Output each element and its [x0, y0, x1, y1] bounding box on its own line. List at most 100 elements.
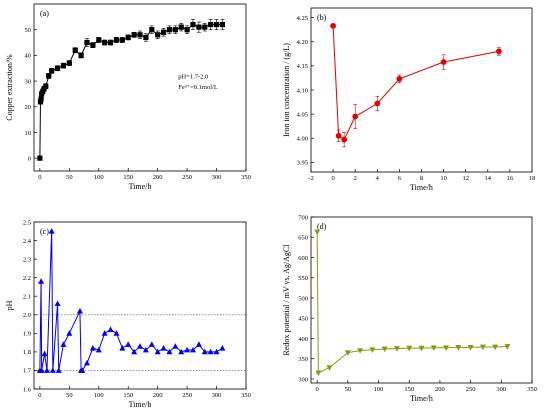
- data-point: [430, 345, 437, 351]
- data-point: [393, 346, 400, 352]
- data-point: [148, 341, 155, 347]
- y-axis-label: Copper extraction/%: [5, 54, 14, 121]
- y-axis-label: Redox potential / mV vs. Ag/AgCl: [282, 244, 291, 356]
- x-tick-label: 50: [66, 174, 73, 181]
- data-point: [504, 344, 511, 350]
- data-point: [184, 346, 191, 353]
- x-tick-label: 100: [374, 386, 384, 393]
- x-tick-label: -2: [308, 175, 313, 182]
- panel-label: (c): [40, 227, 49, 236]
- x-tick-label: 300: [212, 174, 222, 181]
- data-point: [160, 29, 167, 35]
- y-tick-label: 2.1: [23, 294, 31, 301]
- x-tick-label: 350: [527, 386, 537, 393]
- data-point: [213, 21, 220, 28]
- x-tick-label: 8: [420, 175, 423, 182]
- y-tick-label: 550: [298, 275, 308, 282]
- data-point: [60, 341, 67, 347]
- x-tick-label: 0: [38, 392, 41, 399]
- data-point: [315, 370, 322, 377]
- data-point: [143, 34, 149, 40]
- data-point: [357, 348, 364, 354]
- data-point: [201, 348, 208, 355]
- y-tick-label: 600: [298, 255, 308, 262]
- chart-panel-b: -2 0 2 4 6 8 10 12 14 16 18 3.95 4.00 4.05 4.10 4.15 4.2…: [282, 7, 535, 192]
- data-point: [38, 278, 45, 284]
- data-point: [396, 76, 403, 82]
- x-axis-label: Time/h: [410, 394, 433, 403]
- data-point: [330, 22, 336, 29]
- data-point: [155, 32, 161, 38]
- x-tick-label: 250: [182, 174, 192, 181]
- y-tick-label: 50: [25, 27, 32, 34]
- annotation-text: pH=1.7-2.0: [178, 74, 208, 81]
- x-tick-label: 150: [123, 174, 133, 181]
- x-tick-label: 200: [435, 386, 445, 393]
- x-axis-label: Time/h: [129, 182, 152, 191]
- x-tick-label: 200: [153, 174, 163, 181]
- x-tick-label: 250: [182, 392, 192, 399]
- x-tick-label: 2: [354, 175, 357, 182]
- y-tick-label: 4.00: [297, 136, 308, 143]
- data-point: [113, 37, 120, 43]
- data-point: [107, 326, 114, 333]
- y-tick-label: 1.8: [23, 349, 31, 356]
- annotation-text: Fe³⁺=0.1mol/L: [178, 84, 218, 91]
- x-tick-label: 250: [466, 386, 476, 393]
- series-line: [39, 23, 223, 159]
- x-tick-label: 4: [376, 175, 380, 182]
- data-point: [166, 27, 173, 33]
- data-point: [54, 65, 61, 71]
- series-a-0: [37, 19, 226, 161]
- data-point: [492, 344, 499, 351]
- data-point: [479, 344, 486, 351]
- y-tick-label: 10: [25, 130, 32, 137]
- series-d-0: [314, 229, 511, 377]
- x-tick-label: 16: [507, 175, 514, 182]
- data-point: [178, 348, 185, 355]
- data-point: [101, 330, 108, 336]
- series-line: [39, 231, 223, 371]
- data-point: [190, 346, 196, 353]
- data-point: [166, 348, 173, 355]
- data-point: [119, 344, 126, 351]
- data-point: [49, 68, 55, 74]
- plot-frame: [310, 216, 533, 384]
- x-tick-label: 0: [38, 174, 41, 181]
- data-point: [137, 343, 143, 349]
- panel-label: (d): [317, 222, 327, 231]
- y-tick-label: 2.3: [23, 256, 31, 263]
- data-point: [195, 341, 202, 347]
- series-b-0: [330, 22, 502, 148]
- data-point: [137, 32, 143, 38]
- data-point: [78, 52, 84, 58]
- y-tick-label: 2.0: [23, 312, 31, 319]
- y-tick-label: 300: [298, 376, 308, 383]
- y-axis-label: Iron ion concentration / (g/L): [282, 43, 291, 137]
- data-point: [46, 73, 52, 79]
- panel-label: (b): [317, 13, 327, 22]
- y-tick-label: 20: [25, 104, 32, 111]
- y-tick-label: 40: [25, 53, 32, 60]
- y-tick-label: 700: [298, 214, 308, 221]
- data-point: [335, 132, 342, 139]
- series-line: [332, 25, 499, 141]
- data-point: [37, 155, 43, 161]
- data-point: [113, 330, 120, 336]
- data-point: [90, 42, 96, 48]
- data-point: [84, 359, 90, 366]
- data-point: [219, 344, 226, 351]
- data-point: [48, 228, 55, 234]
- y-tick-label: 3.95: [297, 160, 308, 167]
- y-tick-label: 1.9: [23, 331, 31, 338]
- y-tick-label: 4.05: [297, 111, 308, 118]
- data-point: [131, 32, 137, 38]
- y-tick-label: 4.10: [297, 87, 308, 94]
- y-tick-label: 400: [298, 336, 308, 343]
- data-point: [76, 307, 83, 314]
- x-tick-label: 150: [123, 392, 133, 399]
- y-tick-label: 650: [298, 235, 308, 242]
- data-point: [467, 344, 474, 351]
- data-point: [125, 34, 131, 40]
- data-point: [369, 347, 376, 353]
